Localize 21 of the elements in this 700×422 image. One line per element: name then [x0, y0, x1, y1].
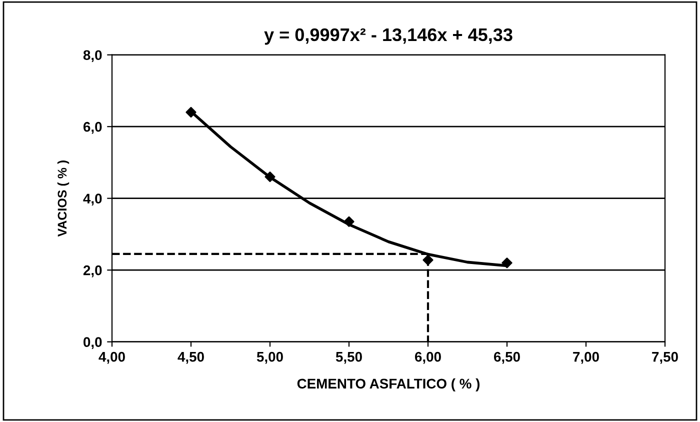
point	[422, 254, 434, 266]
point	[502, 258, 512, 268]
x-tick-label: 4,50	[178, 352, 204, 364]
point	[344, 216, 354, 227]
chart-title: y = 0,9997x² - 13,146x + 45,33	[264, 28, 512, 45]
x-tick-label: 7,00	[573, 352, 599, 364]
point	[186, 106, 196, 118]
x-tick-label: 6,50	[494, 352, 520, 364]
x-tick-label: 5,00	[256, 352, 283, 364]
point	[264, 172, 276, 182]
y-tick-label: 2,0	[83, 265, 102, 278]
y-tick-label: 6,0	[83, 122, 102, 134]
y-tick-label: 4,0	[83, 194, 102, 206]
y-axis-title: VACIOS ( % )	[57, 160, 70, 237]
x-tick-label: 4,00	[98, 352, 125, 364]
y-tick-label: 8,0	[83, 50, 102, 62]
x-axis-title: CEMENTO ASFALTICO ( % )	[297, 378, 480, 392]
y-tick-label: 0,0	[84, 337, 102, 350]
x-tick-label: 6,00	[414, 352, 441, 364]
x-tick-label: 7,50	[652, 352, 678, 364]
x-tick-label: 5,50	[336, 352, 362, 364]
